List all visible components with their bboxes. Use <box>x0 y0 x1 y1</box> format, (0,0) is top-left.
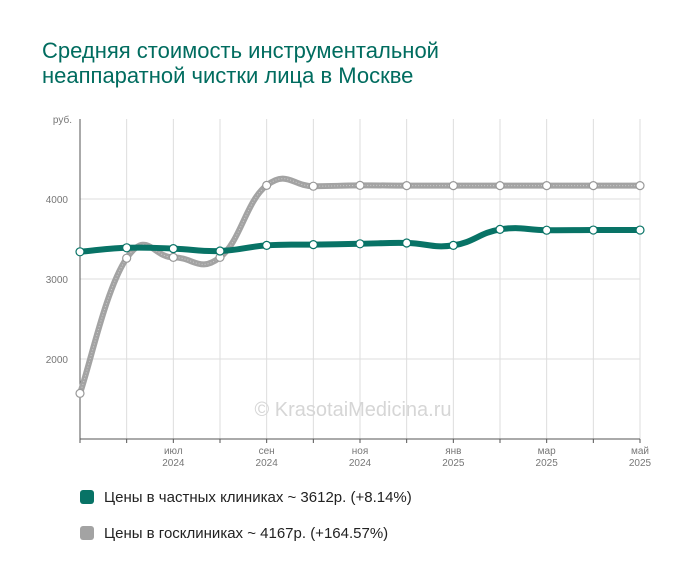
point-public-4 <box>262 180 272 190</box>
point-private-3 <box>215 246 225 256</box>
legend-swatch-private <box>80 490 94 504</box>
legend-item-private[interactable]: Цены в частных клиниках ~ 3612р. (+8.14%… <box>80 488 412 506</box>
point-private-5 <box>308 240 318 250</box>
point-public-0 <box>75 388 85 398</box>
series-layer <box>75 175 645 398</box>
x-tick-label-year-10: 2025 <box>536 458 559 469</box>
point-public-8 <box>448 181 458 191</box>
x-tick-label-month-10: мар <box>538 446 556 457</box>
point-private-4 <box>262 240 272 250</box>
point-public-2 <box>168 252 178 262</box>
x-tick-label-year-8: 2025 <box>442 458 465 469</box>
x-tick-label-month-6: ноя <box>352 446 369 457</box>
legend: Цены в частных клиниках ~ 3612р. (+8.14%… <box>80 488 412 560</box>
point-private-1 <box>122 243 132 253</box>
point-public-9 <box>495 181 505 191</box>
legend-label-public: Цены в госклиниках ~ 4167р. (+164.57%) <box>104 524 389 542</box>
watermark: © KrasotaiMedicina.ru <box>254 399 451 421</box>
chart-title: Средняя стоимость инструментальной неапп… <box>42 38 439 88</box>
point-private-2 <box>168 244 178 254</box>
chart-title-line-1: Средняя стоимость инструментальной <box>42 38 439 63</box>
point-private-11 <box>588 225 598 235</box>
point-public-10 <box>542 181 552 191</box>
chart-title-line-2: неаппаратной чистки лица в Москве <box>42 63 414 88</box>
point-public-11 <box>588 181 598 191</box>
point-private-6 <box>355 239 365 249</box>
point-private-0 <box>75 247 85 257</box>
point-private-7 <box>402 238 412 248</box>
point-public-12 <box>635 181 645 191</box>
line-chart: © KrasotaiMedicina.ru 200030004000руб.ию… <box>46 114 652 469</box>
x-tick-label-year-4: 2024 <box>256 458 279 469</box>
point-private-12 <box>635 225 645 235</box>
x-tick-label-year-6: 2024 <box>349 458 372 469</box>
point-private-8 <box>448 240 458 250</box>
x-tick-label-year-12: 2025 <box>629 458 652 469</box>
legend-item-public[interactable]: Цены в госклиниках ~ 4167р. (+164.57%) <box>80 524 412 542</box>
x-tick-label-month-8: янв <box>445 446 461 457</box>
point-public-1 <box>122 253 132 263</box>
y-tick-label-4000: 4000 <box>46 195 69 206</box>
x-tick-label-year-2: 2024 <box>162 458 185 469</box>
point-private-9 <box>495 224 505 234</box>
point-private-10 <box>542 225 552 235</box>
x-tick-label-month-2: июл <box>164 446 183 457</box>
x-tick-label-month-4: сен <box>259 446 275 457</box>
legend-label-private: Цены в частных клиниках ~ 3612р. (+8.14%… <box>104 488 412 506</box>
point-public-6 <box>355 180 365 190</box>
grid <box>79 119 641 439</box>
legend-swatch-public <box>80 526 94 540</box>
y-tick-label-2000: 2000 <box>46 355 69 366</box>
y-tick-label-3000: 3000 <box>46 275 69 286</box>
x-tick-label-month-12: май <box>631 446 649 457</box>
y-axis-unit-label: руб. <box>53 114 72 126</box>
point-public-5 <box>308 181 318 191</box>
tick-labels: 200030004000руб.июл2024сен2024ноя2024янв… <box>46 114 652 469</box>
point-public-7 <box>402 181 412 191</box>
